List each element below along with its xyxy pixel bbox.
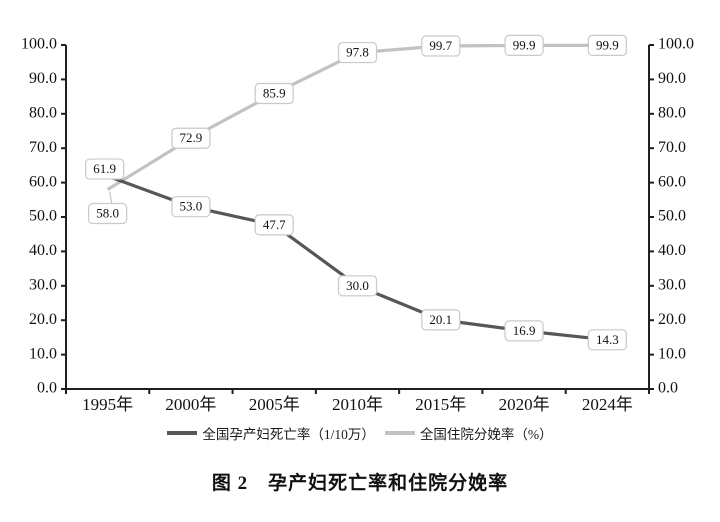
label-leader-line — [109, 191, 113, 204]
data-label-box — [421, 309, 461, 331]
data-label-box — [587, 34, 627, 56]
data-label: 53.0 — [180, 199, 203, 214]
left-ytick-label: 20.0 — [29, 311, 57, 328]
legend-item-delivery: 全国住院分娩率（%） — [384, 423, 553, 443]
mortality-line-swatch — [167, 431, 198, 435]
data-label-box — [337, 41, 378, 64]
delivery-line-swatch — [384, 431, 415, 435]
data-label-box — [337, 275, 378, 297]
data-label-box — [254, 82, 294, 105]
data-label: 30.0 — [346, 278, 369, 293]
data-label-box — [504, 34, 544, 56]
left-ytick-label: 0.0 — [37, 380, 57, 397]
left-ytick-label: 90.0 — [29, 70, 57, 87]
data-label: 99.7 — [429, 38, 452, 53]
right-ytick-label: 80.0 — [658, 104, 686, 121]
x-category-label: 2000年 — [165, 395, 216, 414]
right-ytick-label: 70.0 — [658, 139, 686, 156]
data-label-box — [587, 329, 627, 351]
left-ytick-label: 50.0 — [29, 208, 57, 225]
left-ytick-label: 80.0 — [29, 104, 57, 121]
line-chart: 0.0 0.0 10.0 10.0 20.0 20.0 30.0 30.0 40.0 40.0 50… — [21, 34, 694, 414]
right-ytick-label: 100.0 — [658, 36, 694, 53]
data-label-box — [85, 158, 125, 180]
data-label: 16.9 — [513, 323, 536, 338]
data-label: 47.7 — [263, 217, 286, 232]
data-label: 58.0 — [96, 205, 119, 220]
right-ytick-label: 40.0 — [658, 242, 686, 259]
left-ytick-label: 70.0 — [29, 139, 57, 156]
left-ytick-label: 60.0 — [29, 173, 57, 190]
data-label: 85.9 — [263, 85, 286, 100]
legend-item-mortality: 全国孕产妇死亡率（1/10万） — [167, 423, 375, 443]
right-ytick-label: 90.0 — [658, 70, 686, 87]
data-label: 99.9 — [513, 37, 536, 52]
right-ytick-label: 20.0 — [658, 311, 686, 328]
data-label: 20.1 — [429, 312, 452, 327]
left-ytick-label: 40.0 — [29, 242, 57, 259]
data-label-box — [88, 202, 128, 225]
data-label: 97.8 — [346, 45, 369, 60]
figure-caption: 图 2 孕产妇死亡率和住院分娩率 — [211, 473, 509, 494]
right-ytick-label: 0.0 — [658, 380, 678, 397]
data-label: 61.9 — [93, 161, 116, 176]
x-category-label: 1995年 — [82, 395, 133, 414]
x-category-label: 2020年 — [499, 395, 550, 414]
data-label: 99.9 — [596, 37, 619, 52]
right-ytick-label: 60.0 — [658, 173, 686, 190]
data-label-box — [421, 35, 461, 57]
data-label-box — [171, 127, 211, 149]
data-label-box — [504, 320, 544, 342]
x-category-label: 2024年 — [582, 395, 633, 414]
legend-label-delivery: 全国住院分娩率（%） — [419, 427, 553, 442]
delivery-line — [106, 43, 608, 191]
legend-label-mortality: 全国孕产妇死亡率（1/10万） — [202, 427, 375, 442]
right-ytick-label: 50.0 — [658, 208, 686, 225]
left-ytick-label: 100.0 — [21, 36, 57, 53]
chart-legend: 全国孕产妇死亡率（1/10万） 全国住院分娩率（%） — [0, 423, 720, 443]
right-ytick-label: 10.0 — [658, 345, 686, 362]
data-label: 14.3 — [596, 332, 619, 347]
left-ytick-label: 30.0 — [29, 276, 57, 293]
left-ytick-label: 10.0 — [29, 345, 57, 362]
right-ytick-label: 30.0 — [658, 276, 686, 293]
x-category-label: 2005年 — [249, 395, 300, 414]
x-category-label: 2015年 — [415, 395, 466, 414]
data-label: 72.9 — [180, 130, 203, 145]
data-label-box — [171, 196, 211, 218]
x-category-label: 2010年 — [332, 395, 383, 414]
data-label-box — [254, 214, 294, 236]
